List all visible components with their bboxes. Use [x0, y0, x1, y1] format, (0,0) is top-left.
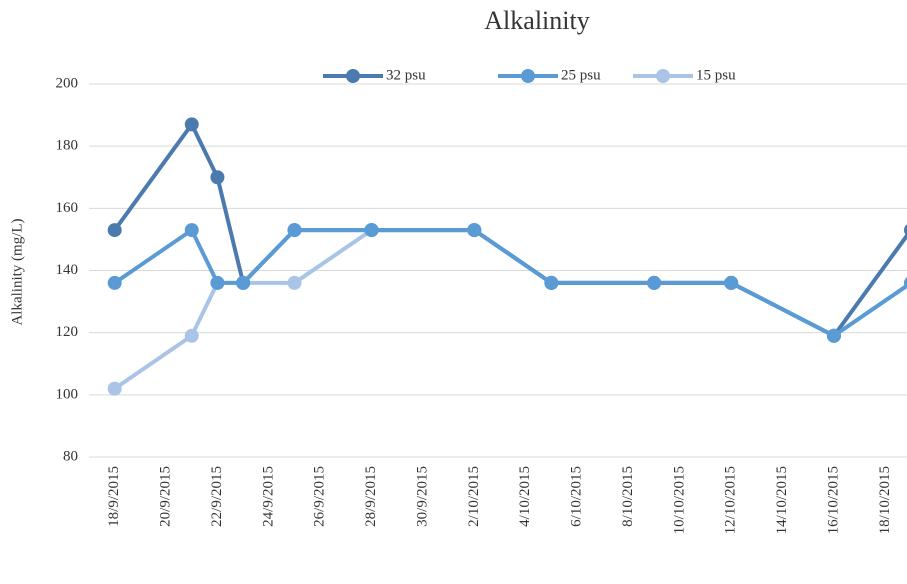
y-tick-label: 120 — [56, 324, 79, 340]
x-tick-label: 18/9/2015 — [106, 466, 122, 527]
x-tick-label: 10/10/2015 — [671, 466, 687, 534]
y-tick-label: 100 — [56, 386, 79, 402]
data-point — [184, 117, 199, 132]
y-axis-label: Alkalinity (mg/L) — [9, 218, 25, 325]
series-line — [113, 122, 907, 338]
data-point — [210, 170, 225, 185]
x-tick-label: 4/10/2015 — [517, 466, 533, 527]
data-point — [904, 277, 907, 289]
x-tick-label: 18/10/2015 — [877, 466, 893, 534]
y-tick-label: 80 — [63, 448, 78, 464]
legend-marker — [521, 69, 535, 83]
x-tick-label: 12/10/2015 — [723, 466, 739, 534]
data-point — [107, 381, 122, 396]
legend-label: 15 psu — [696, 67, 736, 83]
data-point — [287, 275, 302, 290]
x-tick-label: 2/10/2015 — [466, 466, 482, 527]
legend-label: 25 psu — [561, 67, 601, 83]
y-tick-label: 180 — [56, 138, 79, 154]
x-tick-label: 26/9/2015 — [312, 466, 328, 527]
data-point — [107, 223, 122, 238]
data-point — [724, 275, 739, 290]
chart-title: Alkalinity — [484, 6, 589, 35]
y-tick-label: 160 — [56, 200, 79, 216]
x-tick-label: 30/9/2015 — [414, 466, 430, 527]
y-tick-label: 140 — [56, 262, 79, 278]
legend-label: 32 psu — [386, 67, 426, 83]
data-point — [904, 224, 907, 236]
y-tick-label: 200 — [56, 75, 79, 91]
series-line — [113, 228, 907, 338]
data-point — [287, 223, 302, 238]
data-point — [544, 275, 559, 290]
data-point — [184, 328, 199, 343]
legend-marker — [656, 69, 670, 83]
data-point — [467, 223, 482, 238]
x-tick-label: 22/9/2015 — [209, 466, 225, 527]
data-point — [184, 223, 199, 238]
data-point — [364, 223, 379, 238]
x-tick-label: 6/10/2015 — [569, 466, 585, 527]
data-point — [647, 275, 662, 290]
data-point — [236, 275, 251, 290]
x-tick-label: 28/9/2015 — [363, 466, 379, 527]
x-tick-label: 14/10/2015 — [774, 466, 790, 534]
data-point — [826, 328, 841, 343]
data-point — [107, 275, 122, 290]
x-tick-label: 24/9/2015 — [260, 466, 276, 527]
legend-marker — [346, 69, 360, 83]
x-tick-label: 20/9/2015 — [158, 466, 174, 527]
data-point — [210, 275, 225, 290]
x-tick-label: 16/10/2015 — [825, 466, 841, 534]
x-tick-label: 8/10/2015 — [620, 466, 636, 527]
